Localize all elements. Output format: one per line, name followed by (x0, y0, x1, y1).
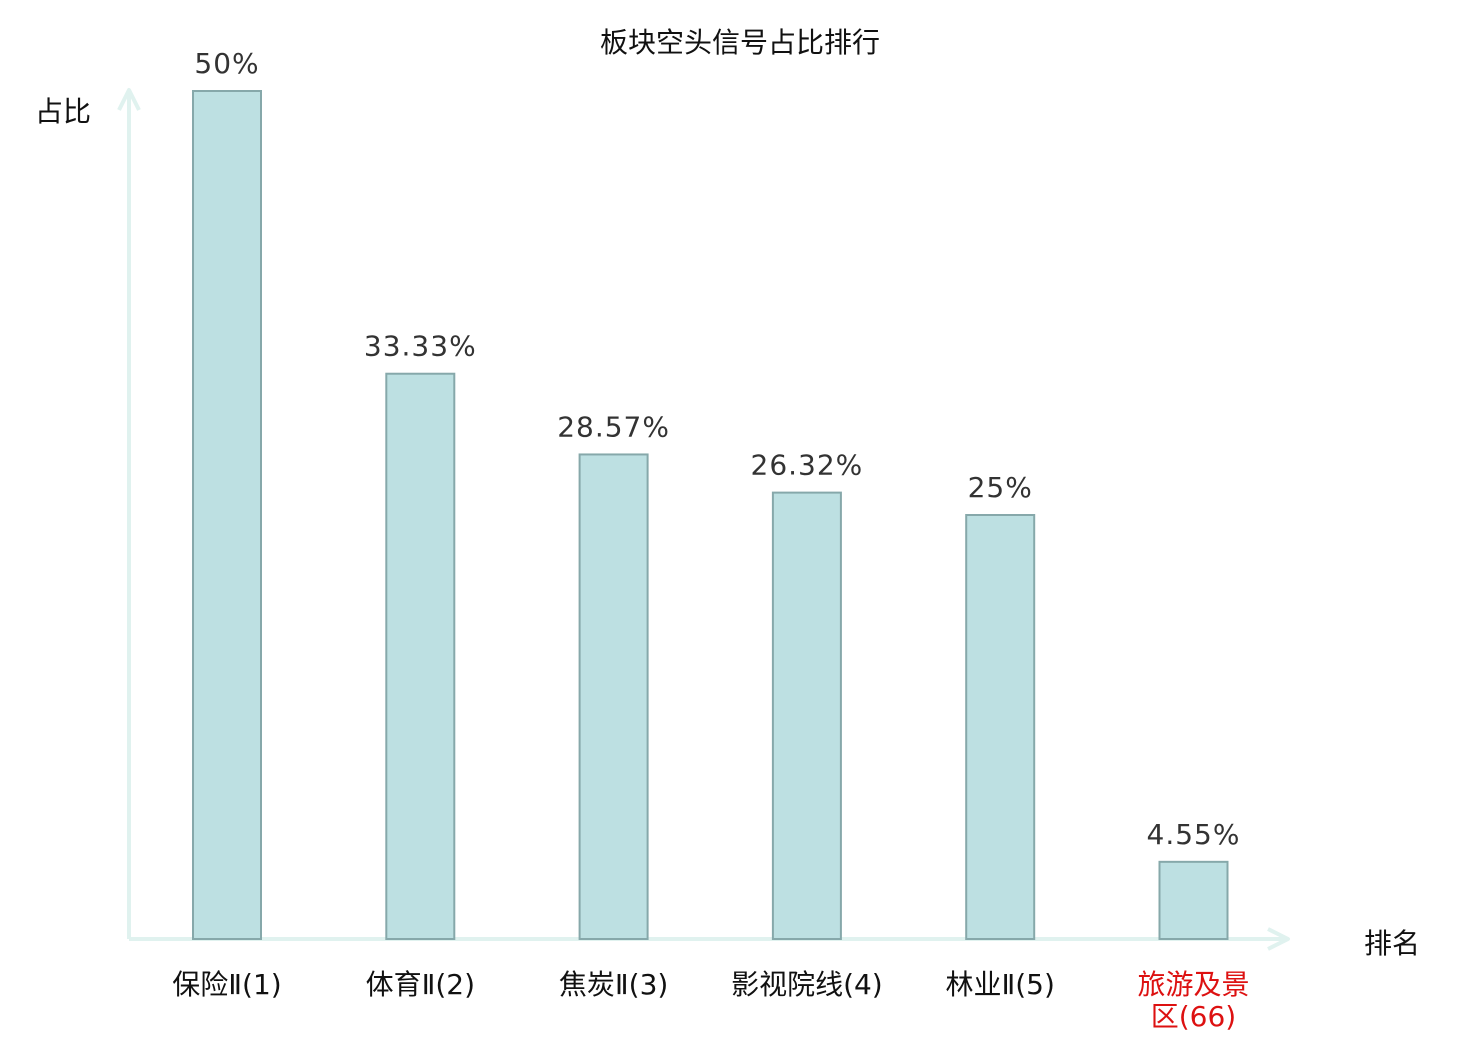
bar (771, 491, 842, 940)
bar-value-label: 28.57% (557, 410, 670, 443)
bars (192, 90, 1229, 940)
bar (192, 90, 262, 940)
x-tick-label: 保险Ⅱ(1) (172, 968, 281, 1001)
x-tick-label: 体育Ⅱ(2) (366, 968, 475, 1001)
x-axis-label: 排名 (1364, 927, 1420, 960)
x-tick-label: 旅游及景 (1137, 968, 1249, 1001)
x-axis-arrow-icon (1267, 927, 1290, 951)
bar-value-label: 50% (194, 47, 259, 80)
labels: 50% 保险Ⅱ(1) 33.33% 体育Ⅱ(2) 28.57% 焦炭Ⅱ(3) 26.32% 影… (172, 47, 1249, 1033)
bar-value-label: 26.32% (751, 449, 864, 482)
x-tick-label: 影视院线(4) (731, 968, 883, 1001)
bar (965, 514, 1036, 940)
bar (578, 453, 649, 940)
bar (385, 372, 456, 940)
chart-title: 板块空头信号占比排行 (600, 26, 880, 59)
x-tick-label: 林业Ⅱ(5) (945, 968, 1054, 1001)
bar-value-label: 4.55% (1147, 818, 1241, 851)
axes (117, 88, 1290, 951)
bar (1158, 860, 1229, 940)
x-tick-label: 区(66) (1151, 1000, 1236, 1033)
y-axis-arrow-icon (117, 88, 141, 111)
x-tick-label: 焦炭Ⅱ(3) (559, 968, 668, 1001)
y-axis-label: 占比 (35, 95, 91, 128)
bar-value-label: 25% (968, 471, 1033, 504)
bar-value-label: 33.33% (364, 330, 477, 363)
